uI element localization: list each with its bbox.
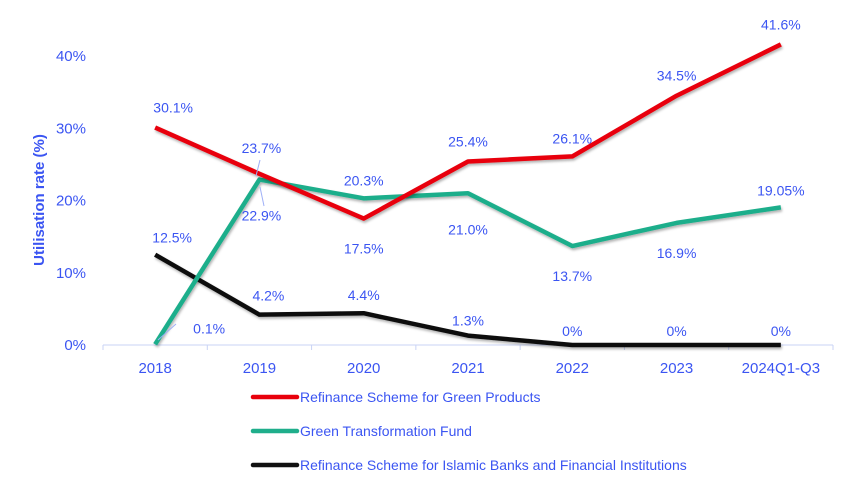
data-label: 30.1%: [153, 100, 193, 116]
data-label: 0%: [771, 323, 791, 339]
series-line: [154, 42, 782, 221]
data-label: 26.1%: [552, 130, 592, 146]
data-label: 4.4%: [348, 287, 380, 303]
x-tick-label: 2023: [660, 360, 693, 377]
leader-line: [255, 159, 261, 177]
leader-line: [259, 186, 265, 207]
legend-label: Refinance Scheme for Islamic Banks and F…: [300, 457, 687, 473]
y-axis-label: Utilisation rate (%): [31, 134, 48, 266]
data-label: 1.3%: [452, 313, 484, 329]
data-label: 0%: [666, 323, 686, 339]
legend-item: Refinance Scheme for Islamic Banks and F…: [250, 457, 687, 473]
data-label: 41.6%: [761, 16, 801, 32]
legend-item: Refinance Scheme for Green Products: [250, 389, 540, 405]
data-label: 12.5%: [152, 230, 192, 246]
y-tick-label: 20%: [56, 193, 86, 210]
data-label: 17.5%: [344, 241, 384, 257]
data-label: 4.2%: [252, 288, 284, 304]
series-line: [154, 252, 781, 348]
x-tick-label: 2020: [347, 360, 380, 377]
x-tick-label: 2019: [243, 360, 276, 377]
x-tick-label: 2022: [556, 360, 589, 377]
data-label: 21.0%: [448, 221, 488, 237]
x-tick-label: 2021: [451, 360, 484, 377]
data-label: 0.1%: [193, 320, 225, 336]
data-label: 20.3%: [344, 172, 384, 188]
data-label: 0%: [562, 323, 582, 339]
y-tick-label: 0%: [64, 337, 86, 354]
legend-label: Refinance Scheme for Green Products: [300, 389, 540, 405]
y-tick-label: 30%: [56, 120, 86, 137]
leader-line: [157, 323, 177, 341]
y-tick-label: 40%: [56, 48, 86, 65]
series-line: [153, 177, 782, 346]
x-tick-label: 2024Q1-Q3: [742, 360, 820, 377]
y-tick-label: 10%: [56, 265, 86, 282]
data-label: 19.05%: [757, 182, 804, 198]
data-label: 13.7%: [552, 268, 592, 284]
legend-item: Green Transformation Fund: [250, 423, 472, 439]
x-tick-label: 2018: [138, 360, 171, 377]
data-label: 25.4%: [448, 133, 488, 149]
data-label: 22.9%: [242, 208, 282, 224]
data-label: 23.7%: [242, 140, 282, 156]
data-label: 34.5%: [657, 68, 697, 84]
data-label: 16.9%: [657, 245, 697, 261]
legend-label: Green Transformation Fund: [300, 423, 472, 439]
